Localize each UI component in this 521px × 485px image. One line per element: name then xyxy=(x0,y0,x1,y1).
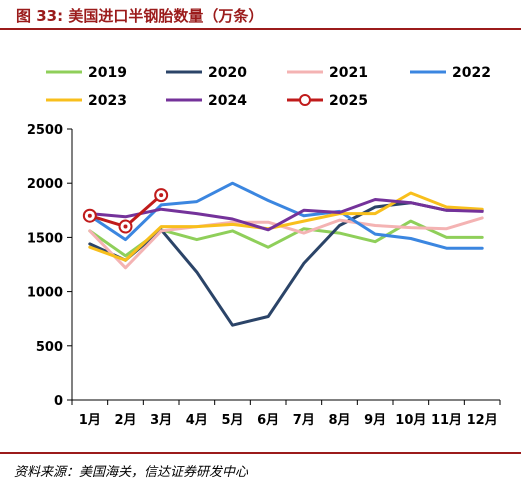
legend-item-2021: 2021 xyxy=(287,65,368,81)
legend-label: 2025 xyxy=(329,93,368,109)
source-note: 资料来源：美国海关，信达证券研发中心 xyxy=(14,465,249,480)
legend-item-2022: 2022 xyxy=(410,65,491,81)
series-line-2021 xyxy=(88,216,484,270)
legend-item-2023: 2023 xyxy=(46,93,127,109)
y-tick-label: 1000 xyxy=(27,286,63,301)
legend-marker xyxy=(299,94,311,106)
legend-label: 2023 xyxy=(88,93,127,109)
series-2024 xyxy=(88,198,484,232)
legend-item-2024: 2024 xyxy=(166,93,247,109)
x-tick-label: 4月 xyxy=(186,413,208,428)
series-line-2023 xyxy=(88,191,484,262)
data-point-center xyxy=(87,213,92,218)
legend: 2019 2020 2021 2022 2023 2024 2025 xyxy=(46,65,491,109)
legend-label: 2022 xyxy=(452,65,491,81)
legend-label: 2019 xyxy=(88,65,127,81)
y-tick-label: 1500 xyxy=(27,231,63,246)
figure-title: 图 33: 美国进口半钢胎数量（万条） xyxy=(16,7,264,25)
x-tick-label: 2月 xyxy=(114,413,136,428)
legend-item-2020: 2020 xyxy=(166,65,247,81)
y-ticks: 0 500 1000 1500 2000 2500 xyxy=(27,123,72,409)
legend-label: 2020 xyxy=(208,65,247,81)
legend-item-2025: 2025 xyxy=(287,93,368,109)
x-tick-label: 9月 xyxy=(364,413,386,428)
legend-item-2019: 2019 xyxy=(46,65,127,81)
series-2021 xyxy=(88,216,484,270)
x-tick-label: 8月 xyxy=(328,413,350,428)
source-bar: 资料来源：美国海关，信达证券研发中心 xyxy=(0,452,521,485)
series-2025 xyxy=(82,188,169,234)
legend-label: 2024 xyxy=(208,93,247,109)
x-tick-label: 3月 xyxy=(150,413,172,428)
y-tick-label: 2500 xyxy=(27,123,63,138)
legend-label: 2021 xyxy=(329,65,368,81)
x-tick-label: 11月 xyxy=(431,413,462,428)
x-tick-label: 6月 xyxy=(257,413,279,428)
data-point-center xyxy=(123,224,128,229)
data-point-center xyxy=(159,193,164,198)
x-tick-label: 12月 xyxy=(467,413,498,428)
x-tick-label: 10月 xyxy=(395,413,426,428)
series-line-2024 xyxy=(88,198,484,232)
x-ticks: 1月 2月 3月 4月 5月 6月 7月 8月 9月 10月 11月 12月 xyxy=(71,400,501,428)
y-tick-label: 2000 xyxy=(27,177,63,192)
title-bar: 图 33: 美国进口半钢胎数量（万条） xyxy=(0,0,521,30)
series-group xyxy=(82,181,484,327)
y-tick-label: 0 xyxy=(54,394,63,409)
series-2023 xyxy=(88,191,484,262)
x-tick-label: 5月 xyxy=(221,413,243,428)
x-tick-label: 7月 xyxy=(293,413,315,428)
x-tick-label: 1月 xyxy=(79,413,101,428)
y-tick-label: 500 xyxy=(36,340,63,355)
axes xyxy=(71,129,500,401)
